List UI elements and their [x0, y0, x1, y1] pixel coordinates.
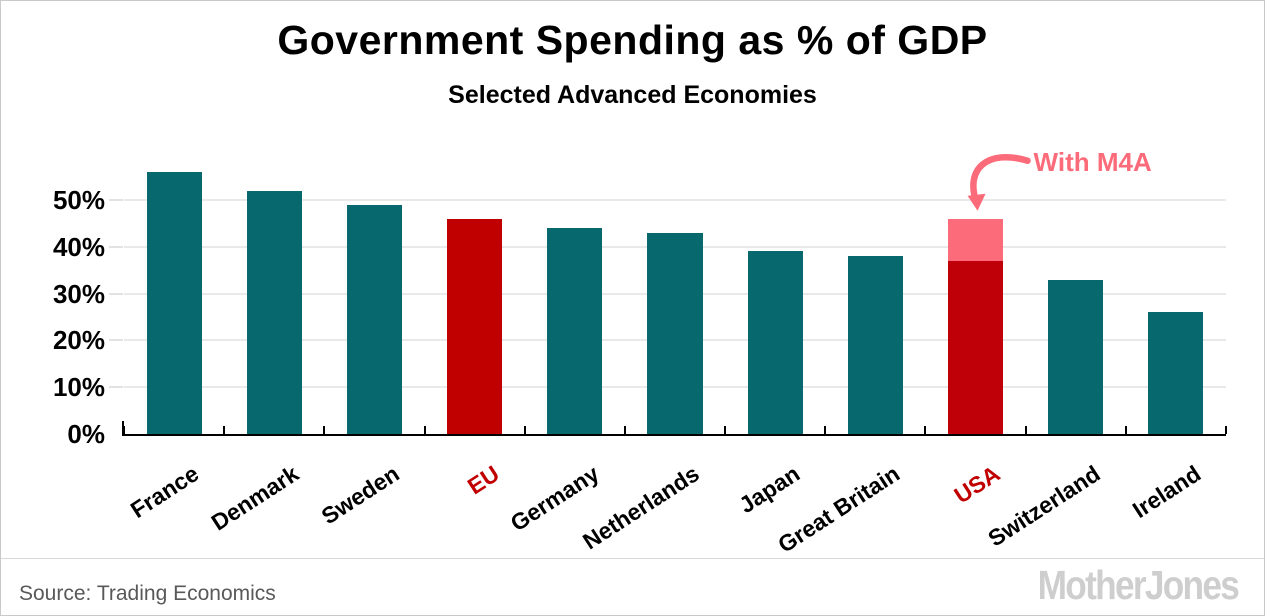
chart-title: Government Spending as % of GDP [277, 17, 988, 63]
bar-sweden [346, 204, 402, 434]
x-axis-tick-10 [1124, 426, 1127, 434]
footer-divider [1, 558, 1264, 559]
x-label-france: France [125, 460, 203, 524]
y-axis-label-50: 50% [52, 185, 105, 215]
bar-france [146, 171, 202, 434]
x-axis-tick-0 [123, 426, 125, 434]
x-label-denmark: Denmark [206, 460, 304, 536]
y-tick-40 [109, 245, 123, 248]
bar-eu [447, 218, 503, 434]
bar-usa-base-segment [947, 260, 1004, 434]
y-axis-label-0: 0% [67, 419, 105, 449]
bar-japan [747, 251, 803, 434]
x-axis-tick-8 [924, 426, 927, 434]
x-axis-tick-6 [724, 426, 727, 434]
gridline-50 [124, 199, 1226, 201]
bar-ireland [1148, 312, 1204, 434]
y-tick-30 [109, 292, 123, 295]
x-label-japan: Japan [734, 460, 804, 519]
bar-usa [947, 218, 1004, 434]
source-text: Source: Trading Economics [19, 582, 276, 605]
y-axis-corner [122, 421, 124, 435]
y-axis-label-30: 30% [52, 278, 105, 309]
x-axis-tick-4 [523, 426, 526, 434]
bar-great-britain [847, 256, 903, 434]
m4a-annotation-label: With M4A [1033, 146, 1152, 177]
x-axis-tick-11 [1225, 426, 1227, 434]
bar-germany [547, 228, 603, 434]
x-axis-tick-1 [223, 426, 226, 434]
x-axis-tick-5 [623, 426, 626, 434]
bar-netherlands [647, 232, 703, 434]
x-axis-tick-7 [824, 426, 827, 434]
x-label-switzerland: Switzerland [983, 460, 1105, 552]
y-axis-label-10: 10% [52, 372, 105, 403]
chart-subtitle: Selected Advanced Economies [448, 81, 817, 109]
x-label-sweden: Sweden [316, 460, 404, 530]
mother-jones-logo: MotherJones [1037, 562, 1239, 608]
y-tick-50 [109, 199, 123, 201]
y-tick-10 [109, 386, 123, 389]
x-label-usa: USA [949, 460, 1005, 509]
bar-denmark [246, 190, 302, 434]
bar-switzerland [1048, 279, 1104, 434]
y-axis-label-20: 20% [52, 325, 105, 356]
x-axis-tick-9 [1024, 426, 1027, 434]
y-axis-label-40: 40% [52, 231, 105, 262]
x-label-ireland: Ireland [1127, 460, 1205, 524]
x-axis-tick-2 [323, 426, 326, 434]
x-axis-line [122, 434, 1226, 436]
y-tick-20 [109, 339, 123, 342]
x-label-eu: EU [462, 460, 504, 500]
x-axis-tick-3 [423, 426, 426, 434]
